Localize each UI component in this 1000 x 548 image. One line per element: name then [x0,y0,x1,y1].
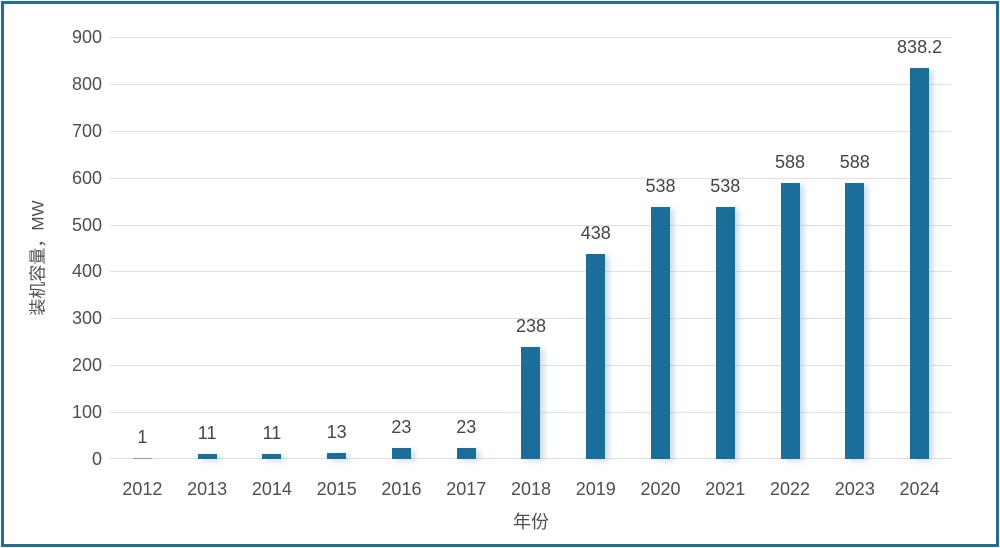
gridline-300 [110,318,952,320]
bar-2020 [651,206,670,459]
bar-slot-2019: 438 [563,37,628,459]
bar-slot-2018: 238 [499,37,564,459]
bar-2023 [845,183,865,459]
gridline-400 [110,271,952,273]
y-tick-label-100: 100 [71,402,102,423]
data-label-2013: 11 [197,422,217,443]
bar-slot-2022: 588 [758,37,823,459]
data-label-2016: 23 [391,417,412,438]
gridline-800 [110,83,952,85]
data-label-2015: 13 [326,421,347,442]
bar-2012 [132,457,152,459]
data-label-2017: 23 [456,417,477,438]
y-tick-label-900: 900 [71,27,102,47]
y-axis-title: 装机容量，MW [28,200,48,316]
data-label-2021: 538 [710,175,741,196]
bar-2019 [586,253,606,459]
y-tick-label-800: 800 [71,73,102,94]
data-label-2022: 588 [775,152,806,173]
x-tick-label-2023: 2023 [834,479,875,499]
y-tick-label-600: 600 [71,167,102,188]
x-tick-label-2013: 2013 [187,479,228,499]
x-tick-label-2024: 2024 [899,479,940,499]
bar-slot-2013: 11 [175,37,240,459]
bar-2017 [456,448,476,459]
x-axis-title: 年份 [513,512,549,532]
x-tick-label-2022: 2022 [770,479,811,499]
bar-slot-2021: 538 [693,37,758,459]
bar-2014 [262,453,282,459]
bar-2018 [521,347,541,459]
y-tick-label-500: 500 [71,214,102,235]
bar-2015 [327,452,347,459]
y-tick-label-300: 300 [71,308,102,329]
data-label-2020: 538 [645,175,676,196]
plot-area: 1 11 11 13 23 23 238 438 538 538 588 588 838.2 [110,37,952,459]
x-axis-ticks: 2012 2013 2014 2015 2016 2017 2018 2019 2020 2021… [110,478,952,500]
data-label-2019: 438 [580,222,611,243]
data-label-2024: 838.2 [897,37,943,57]
x-tick-label-2021: 2021 [705,479,746,499]
bar-slot-2012: 1 [110,37,175,459]
x-tick-label-2012: 2012 [122,479,163,499]
y-tick-label-400: 400 [71,261,102,282]
bar-slot-2016: 23 [369,37,434,459]
data-label-2018: 238 [515,316,546,337]
bar-series: 1 11 11 13 23 23 238 438 538 538 588 588 838.2 [110,37,952,459]
bar-2021 [715,206,735,459]
y-tick-label-200: 200 [71,355,102,376]
bar-2024 [910,68,930,459]
bar-slot-2017: 23 [434,37,499,459]
bar-slot-2014: 11 [240,37,305,459]
gridline-900 [110,37,952,38]
x-tick-label-2018: 2018 [510,479,551,499]
data-label-2014: 11 [262,422,282,443]
x-tick-label-2016: 2016 [381,479,422,499]
bar-slot-2024: 838.2 [887,37,952,459]
x-tick-label-2015: 2015 [316,479,357,499]
gridline-500 [110,224,952,226]
bar-2016 [391,448,411,459]
bar-2013 [197,453,217,459]
bar-2022 [780,183,800,459]
y-tick-label-700: 700 [71,120,102,141]
x-tick-label-2019: 2019 [575,479,616,499]
gridline-600 [110,177,952,179]
x-tick-label-2014: 2014 [251,479,292,499]
bar-slot-2020: 538 [628,37,693,459]
y-tick-label-0: 0 [91,449,102,469]
bar-slot-2015: 13 [304,37,369,459]
data-label-2012: 1 [137,426,148,447]
gridline-700 [110,130,952,132]
x-tick-label-2020: 2020 [640,479,681,499]
data-label-2023: 588 [839,152,870,173]
x-tick-label-2017: 2017 [446,479,487,499]
bar-slot-2023: 588 [822,37,887,459]
y-axis-ticks: 0 100 200 300 400 500 600 700 800 900 [50,27,102,469]
